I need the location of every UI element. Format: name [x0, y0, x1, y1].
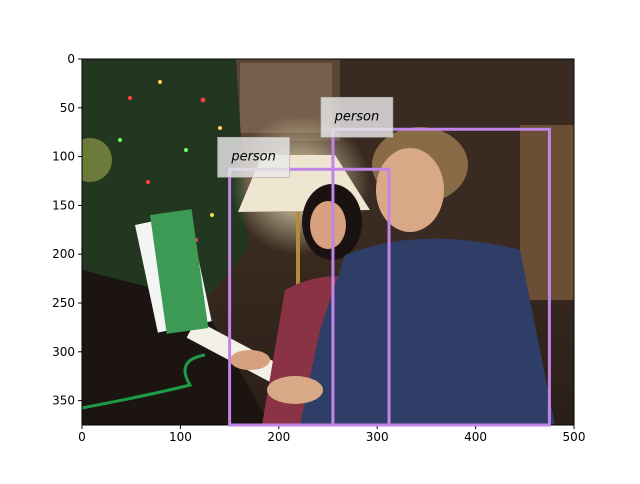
x-tick-label: 0	[78, 430, 86, 444]
man-face	[376, 148, 444, 232]
lamp-stand	[296, 212, 300, 292]
y-axis-ticks: 0 50 100 150 200 250 300 350	[52, 52, 82, 408]
y-tick-label: 150	[52, 198, 75, 212]
x-tick-label: 400	[464, 430, 487, 444]
y-tick-label: 0	[67, 52, 75, 66]
sheet-cover	[150, 209, 209, 334]
x-tick-label: 200	[267, 430, 290, 444]
y-tick-label: 50	[60, 101, 75, 115]
detection-box	[331, 127, 551, 427]
y-tick-label: 300	[52, 345, 75, 359]
y-tick-label: 250	[52, 296, 75, 310]
detection-label: person	[334, 109, 380, 124]
y-tick-label: 350	[52, 394, 75, 408]
hands-girl	[230, 350, 270, 370]
y-tick-label: 100	[52, 150, 75, 164]
detection-label-box	[320, 96, 394, 138]
piano	[82, 270, 270, 425]
girl-face	[310, 201, 346, 249]
detection-label: person	[230, 149, 276, 164]
christmas-tree	[82, 59, 248, 320]
green-ribbon	[82, 353, 206, 410]
detection-box	[228, 167, 391, 427]
y-tick-label: 200	[52, 247, 75, 261]
hands-man	[267, 376, 323, 404]
globe	[82, 138, 112, 182]
x-axis-ticks: 0 100 200 300 400 500	[78, 425, 585, 444]
doorway	[520, 125, 574, 300]
x-tick-label: 100	[169, 430, 192, 444]
x-tick-label: 300	[366, 430, 389, 444]
detection-label-box	[217, 136, 290, 178]
man-torso	[300, 238, 555, 425]
x-tick-label: 500	[563, 430, 586, 444]
detection-overlays: person person	[217, 96, 551, 427]
